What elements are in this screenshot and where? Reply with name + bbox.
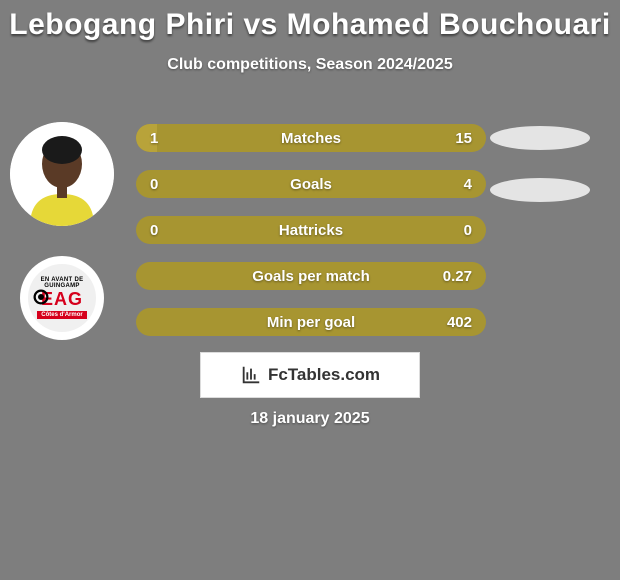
stat-bar: Goals per match0.27 — [136, 262, 486, 290]
stat-label: Hattricks — [136, 222, 486, 239]
winner-ellipse — [490, 178, 590, 202]
brand-box: FcTables.com — [200, 352, 420, 398]
stat-right-value: 402 — [447, 314, 472, 331]
stat-label: Goals per match — [136, 268, 486, 285]
stat-right-value: 0.27 — [443, 268, 472, 285]
page-subtitle: Club competitions, Season 2024/2025 — [0, 56, 620, 74]
page-title: Lebogang Phiri vs Mohamed Bouchouari — [0, 0, 620, 42]
stat-bars: 1Matches150Goals40Hattricks0Goals per ma… — [136, 124, 486, 354]
right-ellipses — [490, 126, 610, 230]
stat-bar: 1Matches15 — [136, 124, 486, 152]
stat-label: Matches — [136, 130, 486, 147]
comparison-card: Lebogang Phiri vs Mohamed Bouchouari Clu… — [0, 0, 620, 580]
stat-bar: Min per goal402 — [136, 308, 486, 336]
team-badge: EN AVANT DE GUINGAMP EAG Côtes d'Armor — [20, 256, 104, 340]
stat-bar: 0Hattricks0 — [136, 216, 486, 244]
stat-right-value: 0 — [464, 222, 472, 239]
brand-text: FcTables.com — [268, 365, 380, 385]
stat-label: Goals — [136, 176, 486, 193]
winner-ellipse — [490, 126, 590, 150]
stat-bar: 0Goals4 — [136, 170, 486, 198]
snapshot-date: 18 january 2025 — [0, 410, 620, 428]
team-line2: Côtes d'Armor — [37, 311, 86, 320]
brand-chart-icon — [240, 364, 262, 386]
stat-right-value: 4 — [464, 176, 472, 193]
player-avatar — [10, 122, 114, 226]
stat-label: Min per goal — [136, 314, 486, 331]
left-column: EN AVANT DE GUINGAMP EAG Côtes d'Armor — [10, 122, 120, 340]
stat-right-value: 15 — [455, 130, 472, 147]
